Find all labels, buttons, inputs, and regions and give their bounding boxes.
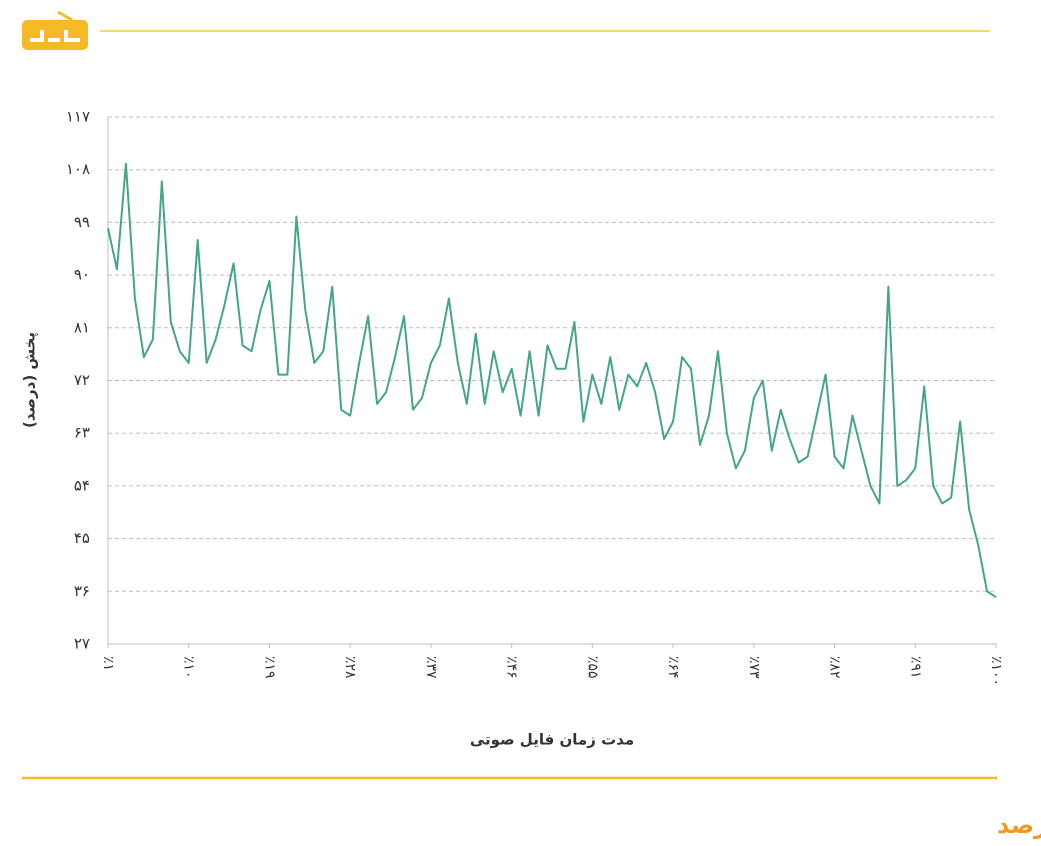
x-tick-label: ٪۹۱ (907, 656, 923, 679)
y-tick-label: ۵۴ (74, 476, 90, 494)
y-tick-label: ۴۵ (74, 529, 90, 547)
y-tick-label: ۱۱۷ (66, 108, 90, 126)
x-tick-label: ٪۸۲ (827, 656, 843, 679)
y-axis-label: پخش (درصد) (21, 332, 40, 428)
y-tick-label: ۳۶ (74, 582, 90, 600)
x-tick-label: ٪۳۷ (423, 656, 439, 679)
y-tick-label: ۲۷ (74, 635, 90, 653)
y-tick-label: ۹۰ (74, 266, 90, 284)
x-tick-label: ٪۷۳ (746, 656, 762, 679)
y-tick-label: ۸۱ (74, 318, 90, 336)
logo (22, 10, 88, 50)
y-tick-label: ۱۰۸ (66, 160, 90, 178)
x-tick-label: ٪۴۶ (504, 656, 520, 679)
x-tick-label: ٪۵۵ (584, 656, 600, 679)
y-tick-label: ۶۳ (74, 424, 90, 442)
x-tick-label: ٪۱ (100, 656, 116, 671)
x-tick-label: ٪۲۸ (342, 656, 358, 679)
x-tick-label: ٪۱۹ (261, 656, 277, 679)
data-line (107, 162, 997, 598)
x-tick-label: ٪۶۴ (665, 656, 681, 679)
y-tick-label: ۷۲ (74, 371, 90, 389)
x-tick-label: ٪۱۰۰ (988, 656, 1004, 686)
y-tick-label: ۹۹ (74, 213, 90, 231)
x-tick-label: ٪۱۰ (181, 656, 197, 679)
x-axis-label: مدت زمان فایل صوتی (470, 731, 634, 749)
chart-title: نرخ تعامل شنونده، ۷۳ درصد (997, 811, 1041, 839)
